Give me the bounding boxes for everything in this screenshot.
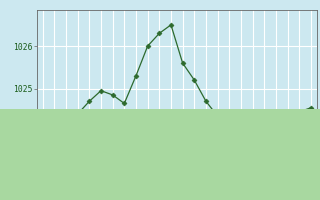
X-axis label: Graphe pression niveau de la mer (hPa): Graphe pression niveau de la mer (hPa) [75,182,279,191]
